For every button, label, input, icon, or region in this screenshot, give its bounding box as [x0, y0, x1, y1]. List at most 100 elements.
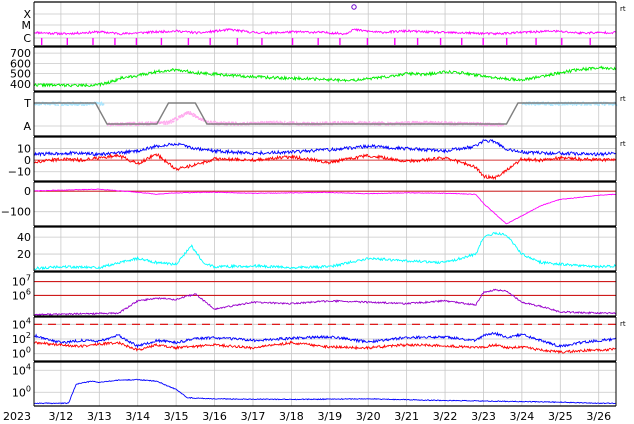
realtime-tag: rt [620, 320, 626, 328]
series-line-bottom-flux-blue [34, 378, 617, 405]
direction-point [149, 122, 151, 124]
y-tick-label: 106 [12, 287, 31, 302]
direction-point [132, 121, 134, 124]
direction-point [445, 121, 447, 123]
direction-point [249, 122, 251, 124]
direction-point [126, 124, 128, 127]
direction-point [147, 121, 149, 124]
direction-point [316, 121, 319, 124]
direction-point [103, 103, 105, 106]
direction-point [416, 121, 418, 123]
y-tick-label: 10 [17, 143, 31, 156]
direction-point [551, 103, 553, 105]
direction-point [270, 121, 272, 123]
direction-point [377, 124, 379, 126]
y-tick-label: 0 [24, 154, 31, 167]
direction-point [601, 103, 604, 106]
direction-point [292, 122, 294, 124]
direction-point [192, 112, 195, 115]
x-tick-label: 3/17 [241, 410, 266, 423]
panel-dst-index: 0 −100 [1, 181, 617, 227]
direction-point [375, 122, 377, 124]
direction-point [541, 103, 544, 105]
direction-point [279, 120, 281, 123]
direction-point [272, 122, 274, 124]
direction-point [277, 121, 279, 124]
direction-point [130, 124, 132, 126]
direction-point [598, 104, 600, 106]
direction-point [152, 121, 154, 124]
x-tick-label: 3/15 [164, 410, 189, 423]
x-tick-label: 3/14 [125, 410, 150, 423]
direction-point [214, 120, 216, 123]
direction-point [70, 103, 72, 105]
direction-point [585, 103, 587, 105]
direction-point [137, 124, 139, 126]
direction-point [555, 103, 557, 106]
direction-point [326, 121, 328, 124]
direction-point [324, 122, 326, 124]
y-tick-label: M [22, 19, 32, 32]
direction-point [534, 104, 536, 106]
direction-point [597, 104, 599, 106]
direction-point [40, 103, 42, 106]
direction-point [273, 120, 275, 123]
direction-point [350, 120, 352, 123]
direction-point [213, 120, 215, 123]
direction-point [490, 124, 492, 127]
direction-point [527, 103, 529, 106]
direction-point [170, 119, 172, 122]
direction-point [85, 103, 88, 105]
direction-point [571, 103, 573, 105]
x-tick-label: 3/20 [356, 410, 381, 423]
direction-point [260, 120, 262, 123]
direction-point [401, 121, 403, 123]
direction-point [242, 122, 244, 124]
direction-point [365, 122, 368, 124]
x-tick-label: 3/23 [471, 410, 496, 423]
direction-point [150, 121, 152, 123]
direction-point [480, 122, 482, 124]
direction-point [312, 122, 314, 124]
direction-point [540, 103, 542, 105]
y-tick-label: 0 [24, 185, 31, 198]
direction-point [193, 113, 195, 116]
direction-point [167, 122, 169, 124]
realtime-tag: rt [620, 95, 626, 103]
x-tick-label: 3/19 [317, 410, 342, 423]
direction-point [502, 124, 504, 126]
direction-point [604, 104, 606, 106]
direction-point [172, 118, 174, 121]
direction-point [284, 120, 286, 123]
direction-point [381, 121, 383, 123]
y-tick-label: 104 [12, 316, 31, 331]
direction-point [171, 119, 173, 122]
direction-point [192, 115, 194, 117]
direction-point [234, 124, 236, 126]
direction-point [111, 124, 113, 126]
direction-point [353, 122, 355, 124]
direction-point [413, 121, 415, 124]
direction-point [614, 103, 616, 106]
series-line-proton-flux-blue [33, 331, 617, 349]
direction-point [121, 124, 123, 126]
direction-point [253, 121, 255, 124]
direction-point [154, 121, 156, 124]
direction-point [128, 121, 130, 124]
direction-point [189, 111, 191, 113]
direction-point [409, 121, 411, 123]
direction-point [181, 114, 183, 116]
direction-point [145, 121, 147, 123]
direction-point [388, 122, 390, 124]
direction-point [172, 118, 175, 121]
direction-point [138, 124, 140, 126]
direction-point [445, 122, 447, 124]
direction-point [166, 123, 168, 125]
y-tick-label: T [23, 97, 31, 110]
direction-point [319, 121, 321, 124]
direction-point [202, 118, 204, 121]
